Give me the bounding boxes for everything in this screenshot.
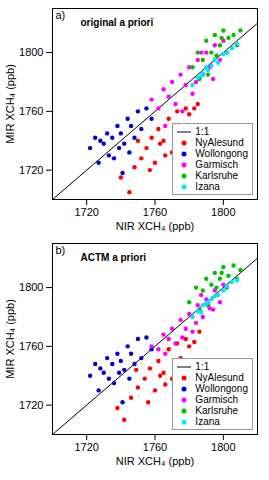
svg-text:1760: 1760: [19, 105, 43, 117]
html-text:NyAlesund: NyAlesund: [195, 372, 244, 383]
svg-text:b): b): [56, 244, 66, 256]
svg-text:1720: 1720: [19, 399, 43, 411]
svg-text:1800: 1800: [211, 441, 235, 453]
svg-text:1720: 1720: [74, 441, 98, 453]
svg-text:NIR XCH₄ (ppb): NIR XCH₄ (ppb): [116, 220, 194, 232]
svg-text:1760: 1760: [143, 441, 167, 453]
svg-text:MIR XCH₄ (ppb): MIR XCH₄ (ppb): [4, 299, 16, 379]
svg-text:original a priori: original a priori: [81, 17, 154, 28]
svg-text:1760: 1760: [143, 206, 167, 218]
svg-text:1760: 1760: [19, 340, 43, 352]
html-text:Wollongong: Wollongong: [195, 383, 248, 394]
html-text:Karlsruhe: Karlsruhe: [195, 170, 239, 181]
html-text:1:1: 1:1: [195, 126, 210, 137]
html-text:Izana: Izana: [195, 416, 220, 427]
svg-text:1800: 1800: [19, 46, 43, 58]
html-text:Garmisch: Garmisch: [195, 394, 239, 405]
html-text:Garmisch: Garmisch: [195, 159, 239, 170]
svg-text:NIR XCH₄ (ppb): NIR XCH₄ (ppb): [116, 455, 194, 467]
svg-text:MIR XCH₄ (ppb): MIR XCH₄ (ppb): [4, 64, 16, 144]
svg-text:ACTM a priori: ACTM a priori: [81, 252, 147, 263]
svg-text:1720: 1720: [74, 206, 98, 218]
html-text:1:1: 1:1: [195, 361, 210, 372]
svg-text:a): a): [56, 9, 66, 21]
svg-text:1720: 1720: [19, 164, 43, 176]
html-text:Karlsruhe: Karlsruhe: [195, 405, 239, 416]
html-text:NyAlesund: NyAlesund: [195, 137, 244, 148]
html-text:Wollongong: Wollongong: [195, 148, 248, 159]
html-text:Izana: Izana: [195, 181, 220, 192]
svg-text:1800: 1800: [211, 206, 235, 218]
svg-text:1800: 1800: [19, 281, 43, 293]
